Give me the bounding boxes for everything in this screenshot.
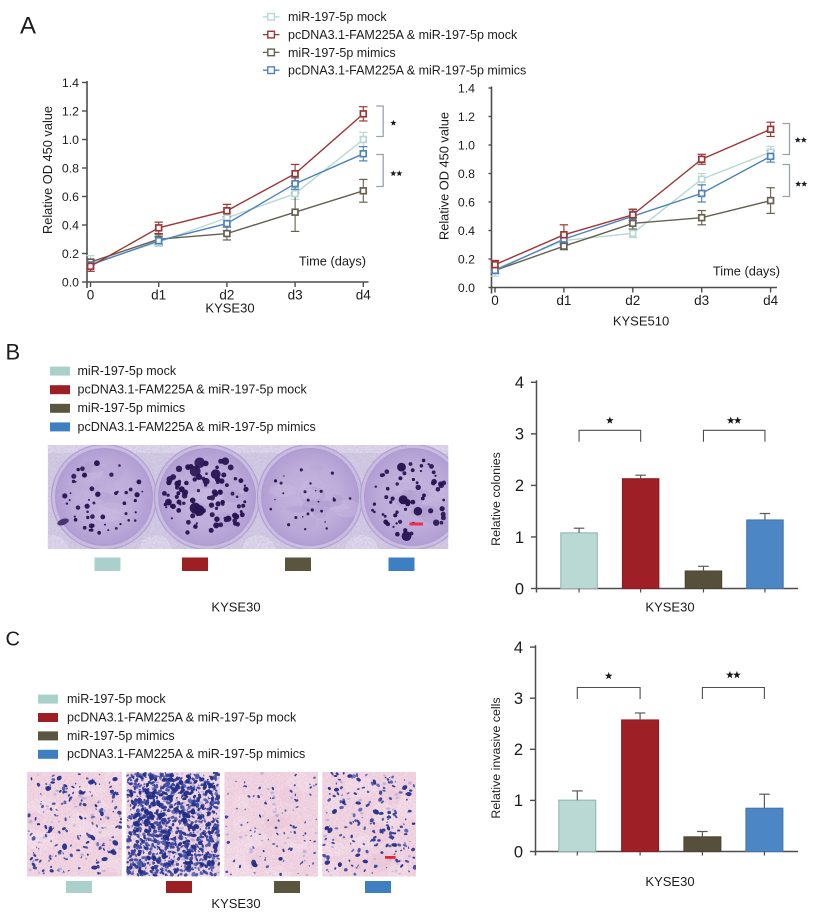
svg-text:Relative invasive cells: Relative invasive cells	[489, 697, 503, 818]
svg-text:d3: d3	[694, 293, 709, 308]
svg-text:0: 0	[515, 580, 524, 598]
svg-text:miR-197-5p mock: miR-197-5p mock	[288, 10, 387, 24]
svg-text:3: 3	[515, 426, 524, 444]
svg-text:B: B	[6, 340, 21, 365]
svg-text:pcDNA3.1-FAM225A & miR-197-5p: pcDNA3.1-FAM225A & miR-197-5p mock	[67, 710, 297, 724]
svg-text:0.8: 0.8	[62, 161, 79, 175]
svg-text:miR-197-5p mock: miR-197-5p mock	[67, 692, 166, 706]
svg-text:1.0: 1.0	[458, 138, 475, 152]
svg-text:d2: d2	[219, 288, 234, 303]
svg-text:pcDNA3.1-FAM225A & miR-197-5p: pcDNA3.1-FAM225A & miR-197-5p mock	[288, 28, 518, 42]
svg-text:miR-197-5p mimics: miR-197-5p mimics	[67, 729, 175, 743]
svg-text:d4: d4	[356, 288, 372, 303]
svg-text:KYSE510: KYSE510	[613, 314, 669, 329]
svg-text:Relative OD 450 value: Relative OD 450 value	[40, 106, 55, 234]
svg-text:0: 0	[491, 293, 499, 308]
svg-text:d1: d1	[556, 293, 571, 308]
svg-text:1.4: 1.4	[458, 81, 475, 95]
svg-text:pcDNA3.1-FAM225A & miR-197-5p: pcDNA3.1-FAM225A & miR-197-5p mimics	[78, 420, 316, 434]
svg-text:A: A	[20, 13, 36, 40]
svg-text:0.0: 0.0	[458, 281, 475, 295]
svg-text:2: 2	[514, 741, 523, 759]
svg-text:0.2: 0.2	[458, 252, 475, 266]
svg-text:C: C	[6, 629, 20, 651]
svg-text:pcDNA3.1-FAM225A & miR-197-5p: pcDNA3.1-FAM225A & miR-197-5p mimics	[288, 64, 526, 78]
svg-text:0: 0	[87, 288, 95, 303]
svg-text:d1: d1	[151, 288, 166, 303]
svg-text:2: 2	[515, 477, 524, 495]
svg-text:0.0: 0.0	[62, 275, 79, 289]
svg-text:0.4: 0.4	[62, 218, 79, 232]
svg-text:3: 3	[514, 690, 523, 708]
svg-text:1.4: 1.4	[62, 76, 79, 90]
svg-text:miR-197-5p mock: miR-197-5p mock	[78, 364, 177, 378]
svg-text:KYSE30: KYSE30	[211, 896, 260, 911]
svg-text:0.2: 0.2	[62, 247, 79, 261]
svg-text:pcDNA3.1-FAM225A & miR-197-5p: pcDNA3.1-FAM225A & miR-197-5p mock	[78, 383, 308, 397]
svg-text:d3: d3	[288, 288, 303, 303]
svg-text:d4: d4	[763, 293, 779, 308]
svg-text:0.4: 0.4	[458, 224, 475, 238]
svg-text:Relative colonies: Relative colonies	[489, 452, 503, 546]
svg-text:0: 0	[514, 843, 523, 861]
svg-text:Time (days): Time (days)	[713, 264, 780, 279]
svg-text:1.2: 1.2	[62, 104, 79, 118]
svg-text:KYSE30: KYSE30	[205, 301, 254, 316]
svg-text:KYSE30: KYSE30	[211, 600, 260, 615]
svg-text:4: 4	[514, 639, 523, 657]
svg-text:d2: d2	[625, 293, 640, 308]
svg-text:0.6: 0.6	[458, 195, 475, 209]
svg-text:4: 4	[515, 374, 524, 392]
svg-text:miR-197-5p mimics: miR-197-5p mimics	[288, 46, 396, 60]
svg-text:1.2: 1.2	[458, 110, 475, 124]
svg-text:1.0: 1.0	[62, 133, 79, 147]
svg-text:pcDNA3.1-FAM225A & miR-197-5p: pcDNA3.1-FAM225A & miR-197-5p mimics	[67, 747, 305, 761]
svg-text:KYSE30: KYSE30	[645, 600, 694, 615]
svg-text:Relative OD 450 value: Relative OD 450 value	[436, 112, 451, 240]
svg-text:1: 1	[514, 792, 523, 810]
svg-text:0.6: 0.6	[62, 190, 79, 204]
svg-text:0.8: 0.8	[458, 167, 475, 181]
svg-text:KYSE30: KYSE30	[645, 874, 694, 889]
svg-text:1: 1	[515, 529, 524, 547]
svg-text:Time (days): Time (days)	[299, 254, 366, 269]
svg-text:miR-197-5p mimics: miR-197-5p mimics	[78, 401, 186, 415]
